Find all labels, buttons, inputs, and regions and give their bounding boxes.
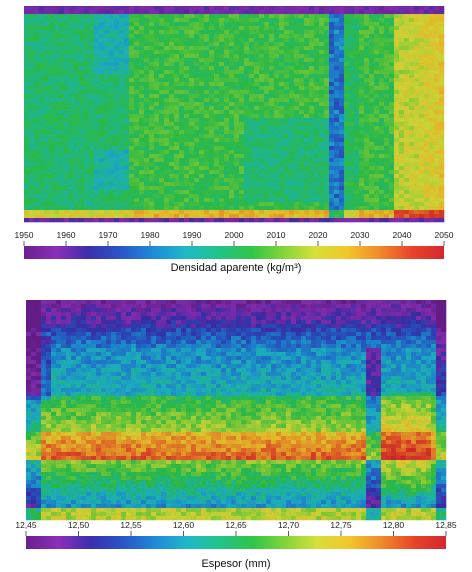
density-tick-label: 2020 [309,230,328,240]
density-colorbar-label: Densidad aparente (kg/m³) [170,262,302,274]
density-tick-label: 1950 [15,230,34,240]
density-tick-label: 1970 [99,230,118,240]
thickness-chart-svg: 12,45 12,50 12,55 12,60 12,65 12,70 12,75 12,80… [15,300,457,549]
density-colorbar [24,246,444,259]
density-tick-label: 2000 [225,230,244,240]
density-tick-label: 2050 [435,230,454,240]
density-heatmap-texture [24,6,444,222]
density-panel: 1950 1960 1970 1980 1990 2000 2010 2020 2030 2040… [0,0,472,280]
density-tick-label: 1990 [183,230,202,240]
density-colorbar-ticks: 1950 1960 1970 1980 1990 2000 2010 2020 2030 2040… [15,230,454,246]
density-tick-label: 2010 [267,230,286,240]
density-tick-label: 1980 [141,230,160,240]
thickness-panel: 12,45 12,50 12,55 12,60 12,65 12,70 12,75 12,80… [0,290,472,572]
density-tick-label: 2040 [393,230,412,240]
density-chart-svg: 1950 1960 1970 1980 1990 2000 2010 2020 2030 2040… [15,6,454,259]
density-tick-label: 1960 [57,230,76,240]
density-tick-label: 2030 [351,230,370,240]
